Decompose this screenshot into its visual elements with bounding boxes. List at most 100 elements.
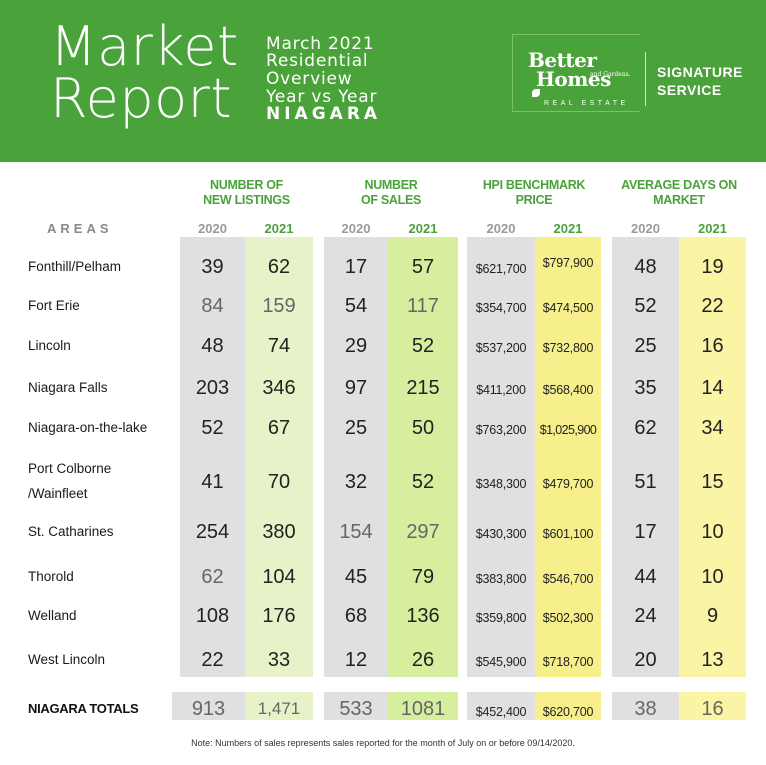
cell-p21: $568,400 (542, 383, 594, 397)
cell-d20: 20 (634, 649, 657, 671)
area-name: West Lincoln (28, 652, 106, 667)
total-listings-2021: 1,471 (257, 699, 301, 718)
cell-s20: 45 (344, 566, 368, 588)
cell-nl21: 74 (267, 335, 291, 357)
brand-logo-real-estate: REAL ESTATE (544, 100, 629, 107)
cell-d21: 22 (701, 295, 724, 317)
total-price-2020: $452,400 (475, 705, 527, 719)
area-name: Port Colborne (28, 461, 112, 476)
year-header-sales-2020: 2020 (341, 221, 371, 236)
cell-nl21: 104 (262, 566, 296, 588)
cell-d21: 14 (701, 377, 724, 399)
total-bg-listings-2020 (172, 692, 245, 720)
total-bg-price-2021 (535, 692, 601, 720)
signature-line1: SIGNATURE (657, 64, 743, 80)
cell-s20: 154 (339, 521, 373, 543)
col-bg-price-2020 (467, 237, 535, 677)
cell-p21: $502,300 (542, 611, 594, 625)
total-price-2021: $620,700 (542, 705, 594, 719)
cell-s20: 54 (344, 295, 368, 317)
cell-s21: 52 (411, 471, 435, 493)
header-banner (0, 0, 766, 162)
cell-nl21: 159 (262, 295, 296, 317)
subtitle-type: Residential (266, 51, 369, 71)
year-header-days-2021: 2021 (698, 221, 727, 236)
cell-p20: $763,200 (475, 423, 527, 437)
leaf-icon (532, 89, 540, 97)
areas-column-header: AREAS (47, 221, 113, 236)
total-bg-listings-2021 (245, 692, 313, 720)
total-listings-2020: 913 (191, 698, 226, 720)
heading-hpi-price: HPI BENCHMARK PRICE (467, 178, 601, 208)
area-name-continued: /Wainfleet (28, 486, 88, 501)
brand-logo-frame (512, 34, 640, 112)
brand-logo-gardens: and Gardens. (590, 71, 631, 78)
total-days-2020: 38 (634, 698, 657, 720)
area-name: Niagara-on-the-lake (28, 420, 148, 435)
cell-s21: 215 (406, 377, 440, 399)
subtitle-comparison: Year vs Year (266, 87, 378, 107)
cell-d20: 25 (634, 335, 657, 357)
col-bg-listings-2020 (180, 237, 245, 677)
cell-d20: 48 (634, 256, 657, 278)
cell-s20: 17 (344, 256, 368, 278)
cell-nl20: 203 (195, 377, 230, 399)
cell-d21: 16 (701, 335, 724, 357)
year-header-price-2021: 2021 (553, 221, 583, 236)
total-bg-sales-2020 (324, 692, 388, 720)
cell-nl20: 48 (201, 335, 224, 357)
col-bg-sales-2021 (388, 237, 458, 677)
subtitle-period: March 2021 (266, 34, 375, 54)
cell-nl20: 108 (195, 605, 230, 627)
heading-line: MARKET (653, 193, 705, 207)
year-header-listings-2020: 2020 (198, 221, 227, 236)
total-bg-days-2020 (612, 692, 679, 720)
cell-s21: 52 (411, 335, 435, 357)
cell-s21: 26 (411, 649, 435, 671)
cell-p21: $474,500 (542, 301, 594, 315)
cell-s21: 297 (406, 521, 440, 543)
cell-d21: 15 (701, 471, 724, 493)
cell-nl21: 380 (262, 521, 296, 543)
subtitle-overview: Overview (266, 69, 353, 89)
cell-nl21: 70 (267, 471, 291, 493)
cell-d21: 10 (701, 566, 724, 588)
cell-p21: $601,100 (542, 527, 594, 541)
col-bg-price-2021 (535, 237, 601, 677)
year-header-listings-2021: 2021 (264, 221, 294, 236)
totals-label: NIAGARA TOTALS (28, 701, 139, 716)
col-bg-listings-2021 (245, 237, 313, 677)
cell-d21: 19 (701, 256, 724, 278)
cell-d21: 9 (706, 605, 719, 627)
heading-line: NUMBER OF (210, 178, 283, 192)
total-sales-2020: 533 (339, 698, 373, 720)
heading-days-on-market: AVERAGE DAYS ON MARKET (608, 178, 750, 208)
cell-p20: $537,200 (475, 341, 527, 355)
cell-nl20: 22 (201, 649, 224, 671)
cell-p20: $348,300 (475, 477, 527, 491)
year-header-price-2020: 2020 (486, 221, 516, 236)
brand-divider (645, 52, 646, 106)
cell-p20: $621,700 (475, 262, 527, 276)
cell-p20: $359,800 (475, 611, 527, 625)
cell-d21: 34 (701, 417, 724, 439)
cell-d20: 52 (634, 295, 657, 317)
report-title-line1: Market (50, 15, 239, 78)
heading-line: NEW LISTINGS (203, 193, 290, 207)
total-bg-sales-2021 (388, 692, 458, 720)
cell-d21: 10 (701, 521, 724, 543)
cell-p21: $797,900 (542, 256, 594, 270)
cell-p21: $546,700 (542, 572, 594, 586)
cell-nl21: 346 (262, 377, 296, 399)
col-bg-sales-2020 (324, 237, 388, 677)
area-name: Thorold (28, 569, 74, 584)
cell-s21: 136 (406, 605, 440, 627)
cell-nl20: 41 (201, 471, 224, 493)
cell-d20: 17 (634, 521, 657, 543)
subtitle-region: NIAGARA (266, 104, 382, 124)
cell-s20: 25 (344, 417, 368, 439)
cell-nl20: 254 (195, 521, 230, 543)
area-name: Lincoln (28, 338, 71, 353)
cell-p20: $430,300 (475, 527, 527, 541)
cell-p20: $383,800 (475, 572, 527, 586)
